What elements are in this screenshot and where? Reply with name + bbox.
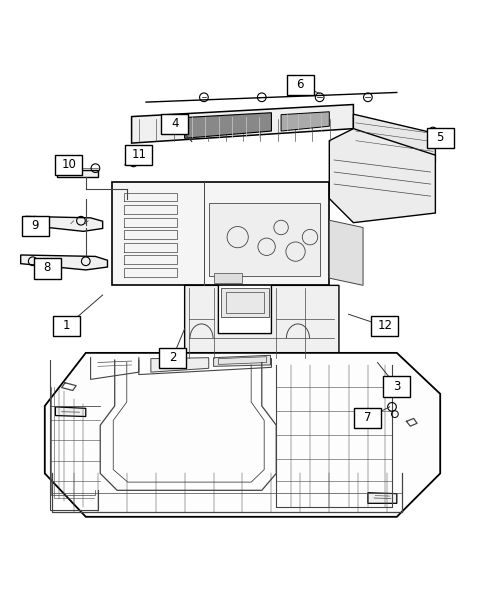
Polygon shape <box>55 407 86 417</box>
FancyBboxPatch shape <box>161 114 188 134</box>
Polygon shape <box>281 112 329 131</box>
Text: 6: 6 <box>296 78 303 91</box>
Text: 9: 9 <box>31 219 39 232</box>
Polygon shape <box>21 255 107 270</box>
Polygon shape <box>329 129 435 222</box>
FancyBboxPatch shape <box>33 258 60 278</box>
FancyBboxPatch shape <box>426 128 453 149</box>
Polygon shape <box>213 355 270 366</box>
Text: 8: 8 <box>44 261 51 274</box>
Polygon shape <box>220 288 269 317</box>
Text: 3: 3 <box>393 379 400 392</box>
FancyBboxPatch shape <box>22 216 48 236</box>
Polygon shape <box>213 273 242 283</box>
Polygon shape <box>184 286 338 379</box>
Text: 1: 1 <box>62 319 70 332</box>
Text: 12: 12 <box>377 319 392 332</box>
FancyBboxPatch shape <box>286 75 313 96</box>
Text: 7: 7 <box>363 411 371 424</box>
Polygon shape <box>367 493 396 503</box>
FancyBboxPatch shape <box>354 408 380 428</box>
Polygon shape <box>112 182 329 286</box>
Polygon shape <box>57 160 98 177</box>
Polygon shape <box>208 204 319 276</box>
Polygon shape <box>151 358 208 372</box>
Polygon shape <box>45 353 439 517</box>
Text: 10: 10 <box>61 158 76 171</box>
Polygon shape <box>329 220 363 286</box>
FancyBboxPatch shape <box>370 316 397 336</box>
Polygon shape <box>131 104 353 143</box>
FancyBboxPatch shape <box>55 155 82 175</box>
FancyBboxPatch shape <box>159 348 186 368</box>
FancyBboxPatch shape <box>382 376 409 396</box>
Polygon shape <box>184 113 271 138</box>
Text: 2: 2 <box>168 350 176 363</box>
Polygon shape <box>353 114 435 162</box>
Text: 5: 5 <box>436 132 443 145</box>
FancyBboxPatch shape <box>53 316 80 336</box>
Text: 11: 11 <box>131 148 146 161</box>
FancyBboxPatch shape <box>125 145 152 165</box>
Text: 4: 4 <box>171 117 179 130</box>
Polygon shape <box>26 217 103 231</box>
